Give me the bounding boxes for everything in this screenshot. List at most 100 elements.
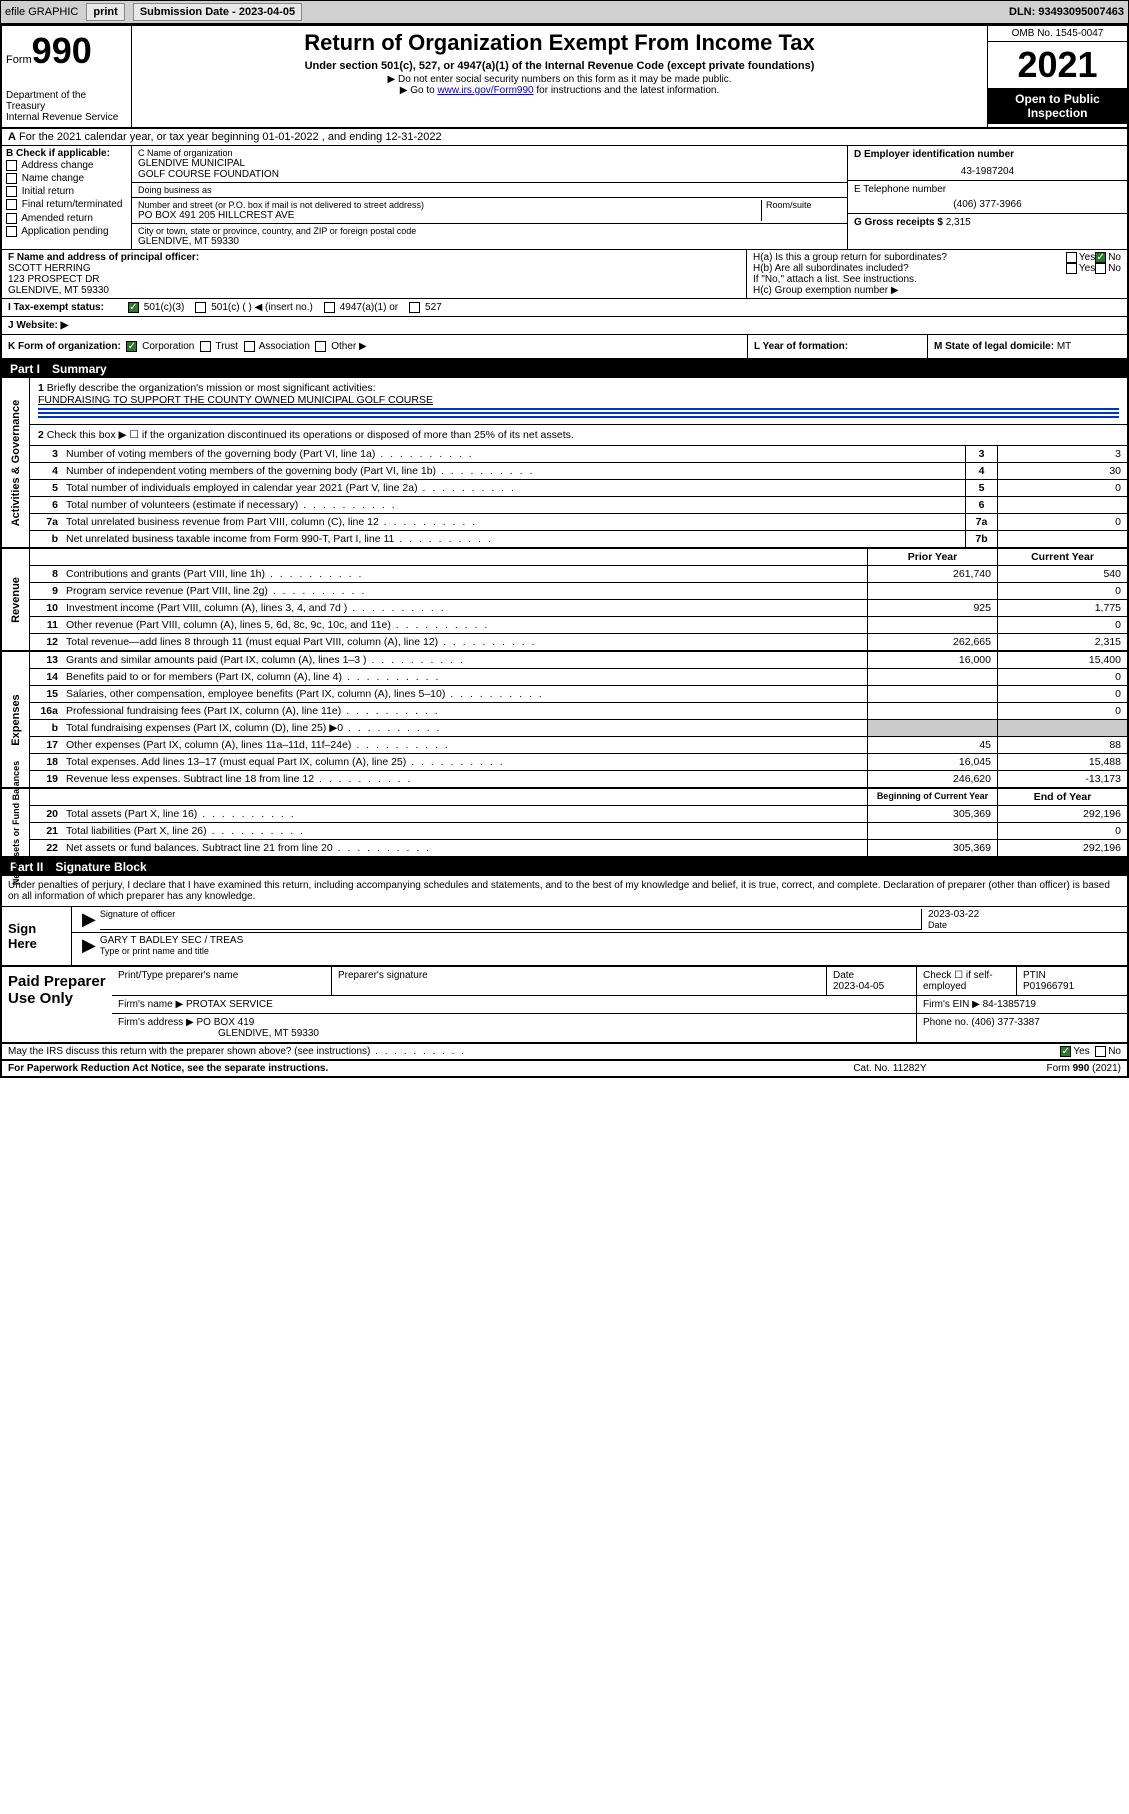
b-check-option: Final return/terminated [6, 198, 127, 211]
checkbox[interactable] [6, 199, 17, 210]
part-2-header: Part II Signature Block [2, 858, 1127, 876]
preparer-name-header: Print/Type preparer's name [112, 967, 332, 995]
self-employed-check: Check ☐ if self-employed [917, 967, 1017, 995]
summary-row: 21Total liabilities (Part X, line 26)0 [30, 823, 1127, 840]
hb-yes-checkbox[interactable] [1066, 263, 1077, 274]
print-button[interactable]: print [86, 3, 124, 21]
l-label: L Year of formation: [754, 341, 848, 352]
top-bar: efile GRAPHIC print Submission Date - 20… [0, 0, 1129, 24]
summary-row: 3Number of voting members of the governi… [30, 446, 1127, 463]
discuss-no-checkbox[interactable] [1095, 1046, 1106, 1057]
checkbox[interactable] [128, 302, 139, 313]
gross-receipts: 2,315 [946, 217, 971, 228]
part-2-title: Signature Block [55, 860, 146, 874]
summary-row: 12Total revenue—add lines 8 through 11 (… [30, 634, 1127, 650]
current-year-header: Current Year [997, 549, 1127, 565]
summary-row: 22Net assets or fund balances. Subtract … [30, 840, 1127, 856]
ha-label: H(a) Is this a group return for subordin… [753, 252, 1066, 263]
summary-expenses: Expenses 13Grants and similar amounts pa… [2, 652, 1127, 789]
org-form-option: Trust [197, 341, 241, 352]
firm-name-label: Firm's name ▶ [118, 999, 183, 1010]
checkbox[interactable] [409, 302, 420, 313]
submission-date-button[interactable]: Submission Date - 2023-04-05 [133, 3, 302, 21]
b-check-option: Name change [6, 172, 127, 185]
summary-row: 16aProfessional fundraising fees (Part I… [30, 703, 1127, 720]
part-1-title: Summary [52, 362, 107, 376]
mission-text: FUNDRAISING TO SUPPORT THE COUNTY OWNED … [38, 394, 433, 406]
checkbox[interactable] [6, 213, 17, 224]
prep-date-header: Date [833, 970, 854, 981]
c-label: C Name of organization [138, 148, 841, 158]
arrow-icon: ▶ [78, 909, 100, 930]
addr-label: Number and street (or P.O. box if mail i… [138, 200, 761, 210]
checkbox[interactable] [244, 341, 255, 352]
net-assets-sidebar: Net Assets or Fund Balances [2, 789, 30, 856]
cat-no: Cat. No. 11282Y [853, 1063, 926, 1074]
firm-addr-label: Firm's address ▶ [118, 1017, 194, 1028]
prior-year-header: Prior Year [867, 549, 997, 565]
checkbox[interactable] [6, 186, 17, 197]
org-form-option: Corporation [124, 341, 198, 352]
checkbox[interactable] [6, 160, 17, 171]
header-right: OMB No. 1545-0047 2021 Open to Public In… [987, 26, 1127, 127]
checkbox[interactable] [200, 341, 211, 352]
checkbox[interactable] [6, 173, 17, 184]
summary-row: 17Other expenses (Part IX, column (A), l… [30, 737, 1127, 754]
city-label: City or town, state or province, country… [138, 226, 841, 236]
b-check-option: Amended return [6, 212, 127, 225]
checkbox[interactable] [6, 226, 17, 237]
sig-date-label: Date [928, 920, 1121, 930]
part-1-header: Part I Summary [2, 360, 1127, 378]
form-rev: Form 990 (2021) [1047, 1063, 1121, 1074]
department-label: Department of the Treasury Internal Reve… [6, 90, 127, 123]
summary-row: 9Program service revenue (Part VIII, lin… [30, 583, 1127, 600]
arrow-icon: ▶ [78, 935, 100, 956]
suite-label: Room/suite [766, 200, 841, 210]
summary-row: 5Total number of individuals employed in… [30, 480, 1127, 497]
discuss-yes-checkbox[interactable] [1060, 1046, 1071, 1057]
firm-phone: (406) 377-3387 [971, 1017, 1039, 1028]
form-word: Form [6, 54, 32, 66]
section-j: J Website: ▶ [2, 317, 1127, 335]
irs-link[interactable]: www.irs.gov/Form990 [437, 85, 533, 96]
part-1-num: Part I [10, 362, 40, 376]
checkbox[interactable] [126, 341, 137, 352]
firm-name: PROTAX SERVICE [186, 999, 273, 1010]
b-check-option: Initial return [6, 185, 127, 198]
discuss-label: May the IRS discuss this return with the… [8, 1046, 1060, 1057]
form-title: Return of Organization Exempt From Incom… [140, 30, 979, 56]
checkbox[interactable] [195, 302, 206, 313]
hb-no-checkbox[interactable] [1095, 263, 1106, 274]
revenue-sidebar: Revenue [2, 549, 30, 650]
section-i: I Tax-exempt status: 501(c)(3) 501(c) ( … [2, 299, 1127, 317]
checkbox[interactable] [324, 302, 335, 313]
b-check-option: Application pending [6, 225, 127, 238]
tax-status-option: 527 [409, 302, 453, 313]
ptin: P01966791 [1023, 981, 1074, 992]
section-d-to-g: D Employer identification number 43-1987… [847, 146, 1127, 249]
signature-block: Sign Here ▶ Signature of officer 2023-03… [2, 907, 1127, 967]
b-label: B Check if applicable: [6, 148, 127, 159]
g-label: G Gross receipts $ [854, 217, 946, 228]
efile-label: efile GRAPHIC [5, 6, 78, 18]
tax-year: 2021 [988, 42, 1127, 88]
ha-no-checkbox[interactable] [1095, 252, 1106, 263]
hb-label: H(b) Are all subordinates included? [753, 263, 1066, 274]
m-label: M State of legal domicile: [934, 341, 1057, 352]
signature-declaration: Under penalties of perjury, I declare th… [2, 876, 1127, 907]
form-header: Form990 Department of the Treasury Inter… [2, 26, 1127, 129]
section-b-to-g: B Check if applicable: Address change Na… [2, 146, 1127, 250]
summary-net-assets: Net Assets or Fund Balances Beginning of… [2, 789, 1127, 858]
org-form-option: Other ▶ [313, 341, 367, 352]
officer-info: SCOTT HERRING 123 PROSPECT DR GLENDIVE, … [8, 263, 740, 296]
beginning-year-header: Beginning of Current Year [867, 789, 997, 805]
firm-city: GLENDIVE, MT 59330 [118, 1028, 319, 1039]
ha-yes-checkbox[interactable] [1066, 252, 1077, 263]
checkbox[interactable] [315, 341, 326, 352]
line-2: 2 Check this box ▶ ☐ if the organization… [30, 425, 1127, 446]
section-h: H(a) Is this a group return for subordin… [747, 250, 1127, 298]
section-f-h: F Name and address of principal officer:… [2, 250, 1127, 299]
paperwork-notice: For Paperwork Reduction Act Notice, see … [8, 1063, 853, 1074]
omb-number: OMB No. 1545-0047 [988, 26, 1127, 42]
form-subtitle: Under section 501(c), 527, or 4947(a)(1)… [140, 60, 979, 72]
